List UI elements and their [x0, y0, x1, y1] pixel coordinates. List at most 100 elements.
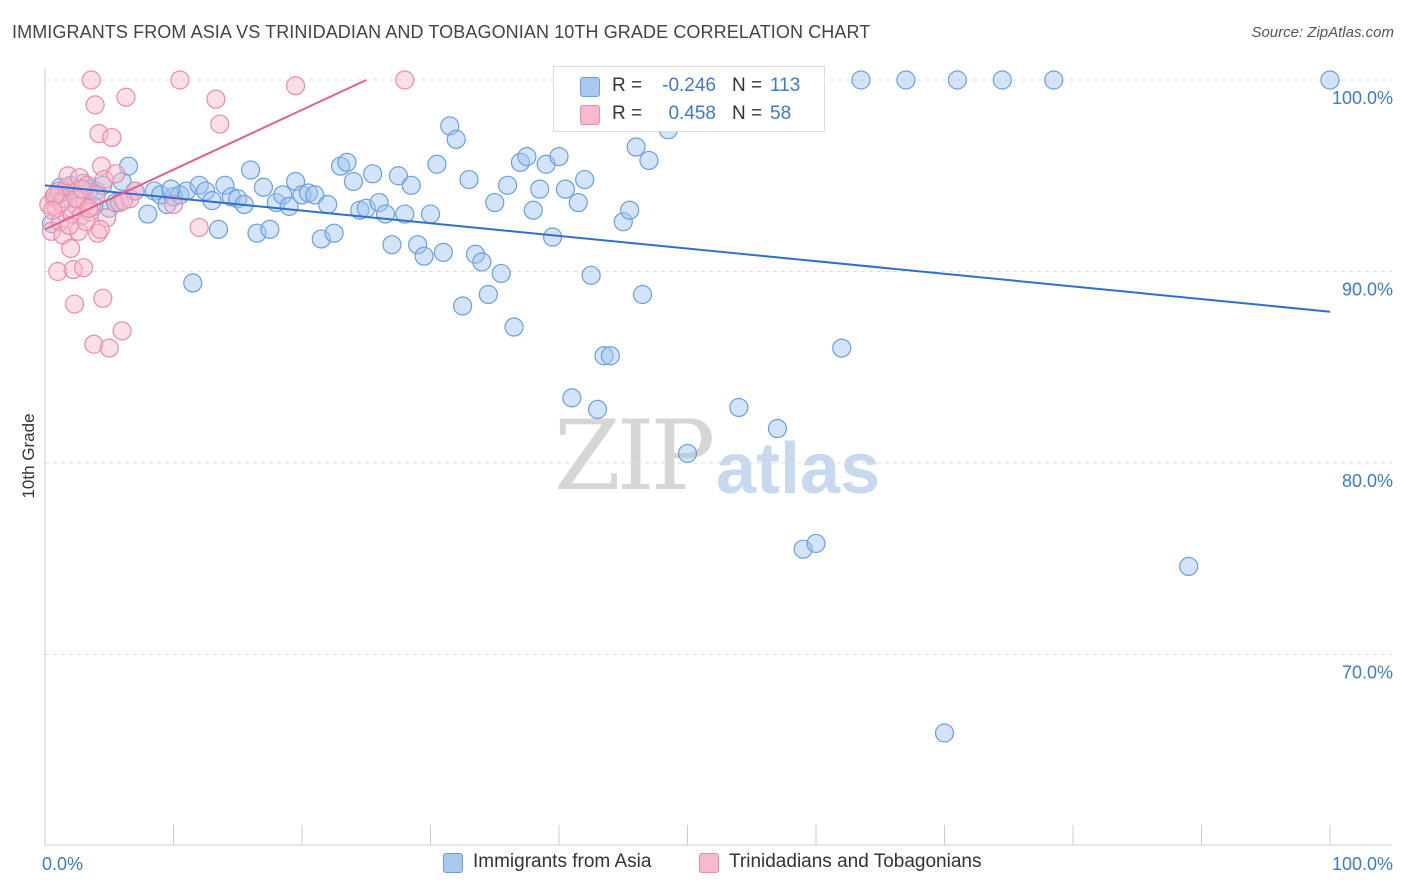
y-tick-label: 100.0%: [1332, 88, 1393, 108]
data-point: [947, 70, 967, 90]
data-point: [851, 70, 871, 90]
data-point: [196, 181, 216, 201]
data-point: [555, 179, 576, 199]
y-tick-label: 70.0%: [1342, 663, 1393, 683]
data-point: [639, 150, 659, 171]
data-point: [549, 147, 569, 167]
data-point: [305, 185, 325, 205]
data-point: [66, 189, 86, 209]
series-immigrants-from-asia: [41, 70, 1340, 743]
data-point: [343, 171, 363, 192]
data-point: [163, 194, 184, 215]
data-point: [632, 284, 653, 305]
data-point: [241, 160, 261, 180]
data-point: [81, 70, 101, 90]
data-point: [157, 194, 177, 215]
data-point: [285, 76, 306, 96]
data-point: [613, 212, 633, 232]
data-point: [388, 166, 408, 186]
watermark-atlas: atlas: [716, 429, 881, 509]
tick-labels: 100.0% 90.0% 80.0% 70.0% 0.0% 100.0% 10th Grad…: [19, 88, 1393, 874]
data-point: [626, 137, 646, 157]
data-point: [729, 397, 749, 418]
data-point: [106, 164, 126, 184]
legend-n-value: 113: [770, 75, 801, 96]
data-point: [427, 154, 447, 174]
data-point: [446, 129, 466, 149]
data-point: [832, 338, 852, 358]
data-point: [504, 317, 524, 337]
watermark-zip: ZIP: [554, 400, 715, 512]
data-point: [1320, 70, 1340, 90]
data-point: [568, 192, 588, 213]
data-point: [478, 284, 498, 305]
data-point: [43, 200, 63, 220]
data-point: [99, 338, 119, 358]
data-point: [420, 204, 441, 224]
legend-row-asia: R = -0.246 N = 113: [554, 71, 824, 101]
data-point: [530, 179, 550, 199]
data-point: [102, 127, 122, 148]
data-point: [260, 219, 280, 239]
legend-n-label: N =: [732, 103, 763, 124]
data-point: [600, 346, 621, 366]
legend-r-label: R =: [612, 103, 643, 124]
data-point: [337, 152, 357, 172]
legend-r-value: -0.246: [662, 75, 716, 96]
data-point: [70, 168, 90, 188]
data-point: [992, 70, 1012, 90]
legend-label-asia: Immigrants from Asia: [473, 851, 652, 872]
data-point: [89, 124, 109, 144]
data-point: [498, 175, 518, 195]
data-point: [523, 200, 543, 220]
data-point: [279, 196, 299, 216]
x-tick-label: 100.0%: [1332, 854, 1393, 874]
data-point: [620, 200, 640, 220]
data-point: [1044, 70, 1064, 90]
legend-r-label: R =: [612, 75, 643, 96]
data-point: [170, 70, 190, 90]
legend-r-value: 0.458: [668, 103, 716, 124]
x-tick-label: 0.0%: [42, 854, 83, 874]
data-point: [587, 399, 608, 419]
series-legend: Immigrants from Asia Trinidadians and To…: [0, 851, 1406, 877]
data-point: [324, 223, 344, 243]
data-point: [48, 261, 68, 282]
data-point: [401, 175, 421, 195]
trend-line: [44, 79, 367, 231]
chart-title: IMMIGRANTS FROM ASIA VS TRINIDADIAN AND …: [12, 22, 871, 42]
data-point: [491, 263, 511, 284]
data-point: [113, 191, 133, 211]
data-point: [138, 204, 158, 224]
legend-row-trinidad: R = 0.458 N = 58: [554, 99, 824, 129]
data-point: [395, 204, 415, 224]
data-point: [395, 70, 415, 90]
data-point: [485, 192, 505, 213]
data-point: [453, 296, 473, 316]
data-point: [542, 227, 563, 247]
data-point: [408, 235, 428, 255]
legend-label-trinidad: Trinidadians and Tobagonians: [729, 851, 982, 872]
data-point: [575, 169, 595, 190]
data-point: [517, 147, 537, 167]
data-point: [183, 273, 203, 293]
data-point: [97, 208, 117, 228]
data-point: [247, 223, 267, 243]
data-point: [472, 252, 492, 272]
data-point: [253, 177, 274, 197]
data-point: [112, 321, 132, 341]
trend-line: [44, 184, 1331, 313]
data-point: [934, 723, 955, 743]
data-point: [581, 265, 601, 285]
data-point: [116, 87, 136, 107]
data-point: [594, 346, 614, 366]
legend-swatch-trinidad: [699, 853, 719, 873]
source-label: Source: ZipAtlas.com: [1251, 24, 1394, 41]
data-point: [59, 215, 80, 236]
legend-swatch-trinidad: [580, 105, 600, 125]
data-point: [189, 217, 209, 238]
data-point: [208, 219, 229, 239]
data-point: [61, 238, 81, 259]
data-point: [433, 242, 453, 262]
